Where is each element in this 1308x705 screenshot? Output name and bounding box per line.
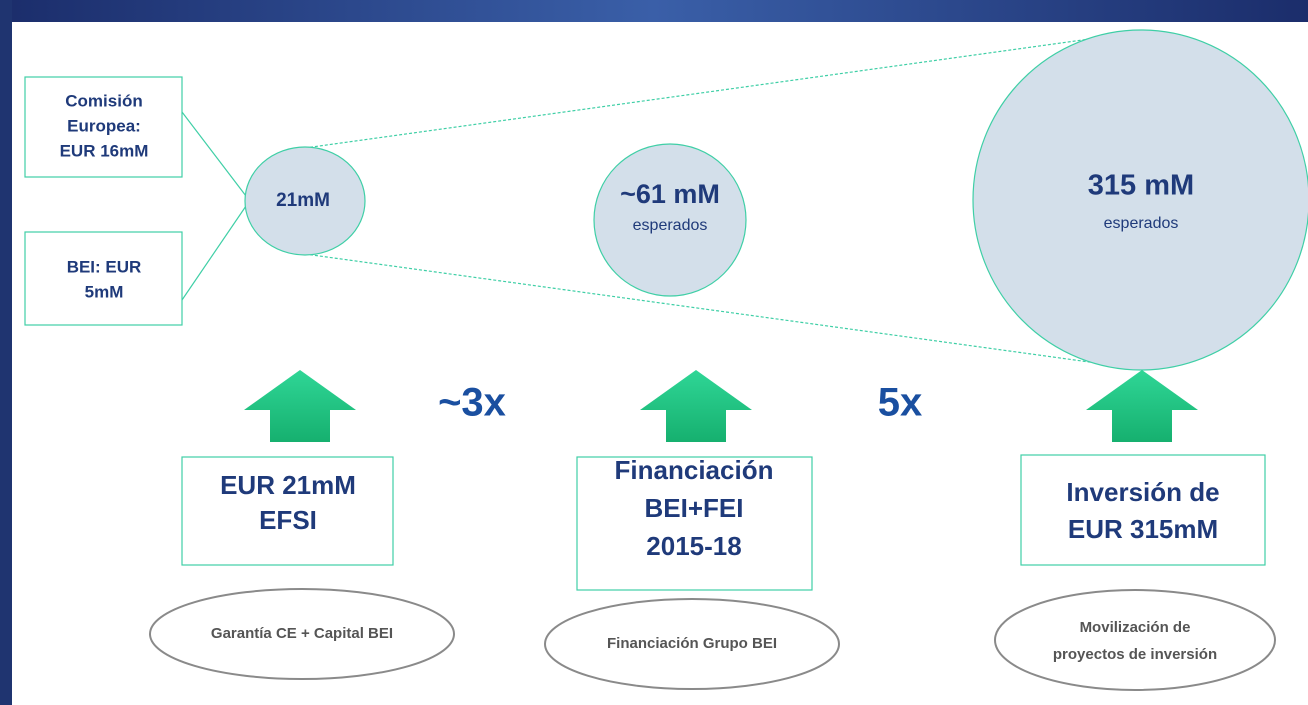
circle — [244, 146, 366, 256]
tangent-line — [304, 31, 1141, 149]
source-text: Comisión — [65, 91, 142, 110]
oval — [994, 589, 1276, 691]
left-edge — [0, 0, 12, 705]
circle — [972, 29, 1308, 371]
connector — [181, 205, 247, 301]
source-text: EUR 16mM — [60, 141, 149, 160]
connector — [181, 111, 247, 197]
circle-text: esperados — [1104, 215, 1179, 232]
circle-text: ~61 mM — [620, 179, 720, 209]
source-box — [24, 231, 183, 326]
circle — [593, 143, 747, 297]
tangent-line — [304, 253, 1141, 370]
arrow — [244, 370, 356, 442]
box — [181, 456, 394, 566]
source-text: 5mM — [85, 282, 124, 301]
oval-text: Garantía CE + Capital BEI — [211, 625, 393, 642]
source-box — [24, 76, 183, 178]
box-text: EUR 315mM — [1068, 514, 1218, 544]
box-text: BEI+FEI — [645, 493, 744, 523]
circle-text: 21mM — [276, 190, 330, 211]
oval — [544, 598, 840, 690]
multiplier: ~3x — [438, 381, 506, 425]
box-text: Inversión de — [1066, 477, 1219, 507]
box-text: EFSI — [259, 505, 317, 535]
box-text: EUR 21mM — [220, 470, 356, 500]
arrow — [640, 370, 752, 442]
box-text: Financiación — [615, 455, 774, 485]
oval-text: Financiación Grupo BEI — [607, 635, 777, 652]
circle-text: esperados — [633, 217, 708, 234]
top-edge — [0, 0, 1308, 22]
circle-text: 315 mM — [1088, 170, 1194, 202]
box-text: 2015-18 — [646, 531, 741, 561]
oval — [149, 588, 455, 680]
source-text: BEI: EUR — [67, 257, 142, 276]
oval-text: proyectos de inversión — [1053, 646, 1217, 663]
box — [1020, 454, 1266, 566]
box — [576, 456, 813, 591]
oval-text: Movilización de — [1080, 619, 1191, 636]
source-text: Europea: — [67, 116, 141, 135]
arrow — [1086, 370, 1198, 442]
multiplier: 5x — [878, 381, 923, 425]
